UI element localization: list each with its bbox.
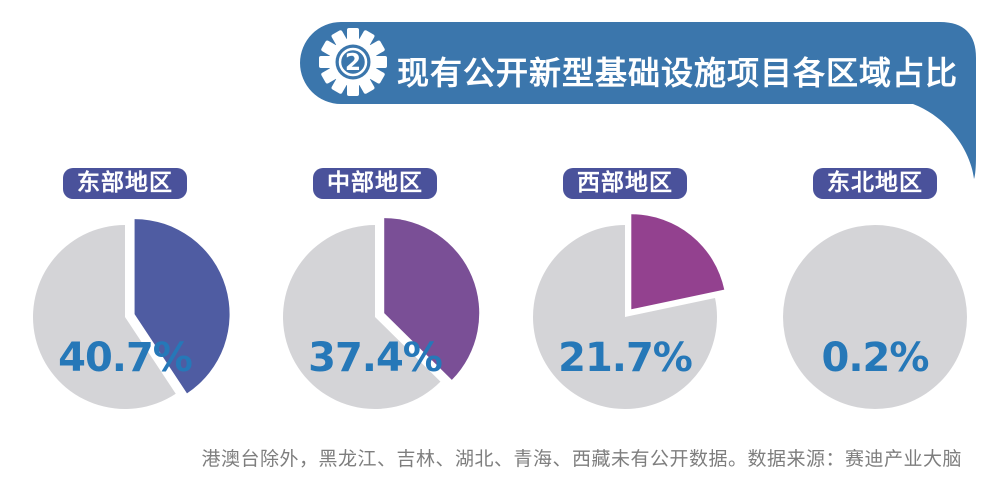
header-banner: 2 现有公开新型基础设施项目各区域占比	[295, 15, 985, 215]
percent-label-east: 40.7%	[58, 335, 193, 381]
header-banner-graphic: 2	[300, 22, 976, 179]
gear-number-ring	[338, 47, 368, 77]
region-badge-east: 东部地区	[63, 168, 187, 199]
region-card-west: 西部地区 21.7%	[500, 165, 750, 420]
percent-label-northeast: 0.2%	[821, 335, 930, 381]
percent-label-central: 37.4%	[308, 335, 443, 381]
section-number: 2	[345, 50, 361, 76]
footnote: 港澳台除外，黑龙江、吉林、湖北、青海、西藏未有公开数据。数据来源：赛迪产业大脑	[201, 448, 962, 470]
header-title: 现有公开新型基础设施项目各区域占比	[397, 54, 959, 92]
pie-chart-east	[33, 219, 230, 409]
region-badge-central: 中部地区	[313, 168, 437, 199]
pie-chart-west	[533, 214, 725, 409]
region-badge-west: 西部地区	[563, 168, 687, 199]
pie-chart-northeast	[783, 225, 967, 409]
region-badge-northeast: 东北地区	[813, 168, 937, 199]
banner-ribbon-shape	[300, 22, 976, 179]
region-card-central: 中部地区 37.4%	[250, 165, 500, 420]
gear-icon: 2	[319, 28, 387, 96]
region-cards: 东部地区 40.7% 中部地区 37.4% 西部地区 21.7% 东北地区 0.…	[0, 165, 1000, 420]
percent-label-west: 21.7%	[558, 335, 693, 381]
region-card-east: 东部地区 40.7%	[0, 165, 250, 420]
pie-chart-central	[282, 218, 480, 409]
region-card-northeast: 东北地区 0.2%	[750, 165, 1000, 420]
